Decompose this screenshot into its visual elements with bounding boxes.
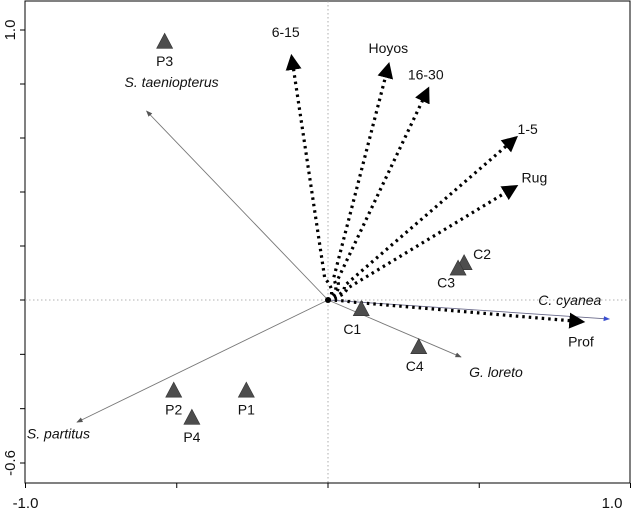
- x-tick-label: 1.0: [602, 495, 623, 512]
- species-label: S. partitus: [27, 425, 90, 441]
- species-arrow: [146, 110, 329, 301]
- site-marker: [410, 338, 428, 354]
- species-label: G. loreto: [469, 364, 523, 380]
- environment-label: 1-5: [518, 121, 538, 137]
- site-label: C2: [473, 246, 491, 262]
- species-arrow: [327, 299, 462, 358]
- environment-arrow: [327, 62, 394, 302]
- species-label: S. taeniopterus: [125, 74, 219, 90]
- environment-label: Rug: [522, 170, 548, 186]
- environment-arrow: [327, 135, 518, 302]
- site-label: P4: [183, 429, 200, 445]
- species-arrow: [76, 299, 329, 423]
- y-tick-label: 1.0: [2, 20, 19, 41]
- species-label: C. cyanea: [538, 292, 601, 308]
- site-label: C1: [343, 321, 361, 337]
- environment-label: Prof: [568, 334, 594, 350]
- site-label: P3: [156, 53, 173, 69]
- site-label: P2: [165, 402, 182, 418]
- site-marker: [352, 300, 370, 316]
- x-tick-label: -1.0: [13, 495, 39, 512]
- site-marker: [237, 381, 255, 398]
- site-label: P1: [238, 402, 255, 418]
- environment-arrow: [327, 86, 430, 302]
- environment-label: 6-15: [272, 24, 300, 40]
- plot-frame: [24, 0, 631, 484]
- site-marker: [165, 381, 183, 398]
- site-label: C3: [437, 275, 455, 291]
- origin-point: [325, 297, 331, 303]
- site-marker: [183, 408, 201, 425]
- environment-label: Hoyos: [369, 40, 409, 56]
- y-tick-label: -0.6: [2, 450, 19, 476]
- environment-arrow: [285, 53, 334, 302]
- environment-label: 16-30: [408, 66, 444, 82]
- site-marker: [156, 32, 174, 49]
- site-marker: [449, 259, 467, 276]
- site-label: C4: [406, 358, 424, 374]
